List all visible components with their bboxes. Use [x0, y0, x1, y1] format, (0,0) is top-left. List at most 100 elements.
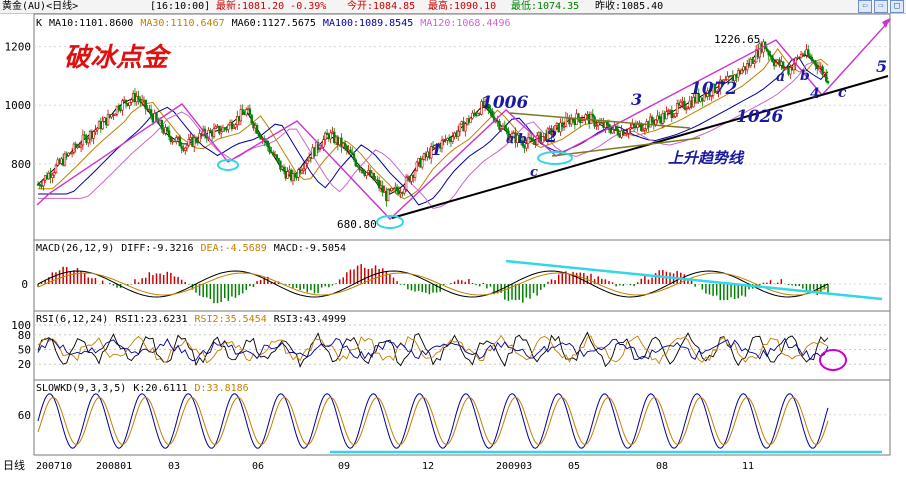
- candle-body: [219, 131, 223, 134]
- kd-item: K:20.6111: [133, 383, 188, 394]
- candle-body: [324, 132, 327, 140]
- candle-body: [81, 134, 85, 146]
- x-tick-label: 11: [742, 461, 754, 472]
- x-tick-label: 200801: [96, 461, 132, 472]
- x-tick-label: 200903: [496, 461, 532, 472]
- wave-label: 4: [810, 86, 820, 102]
- candle-body: [604, 121, 607, 128]
- candle-body: [433, 144, 436, 148]
- price-tick-label: 1200: [5, 41, 32, 54]
- kd-item: D:33.8186: [194, 383, 249, 394]
- candle-body: [525, 143, 528, 149]
- rsi-item: RSI(6,12,24): [36, 314, 109, 325]
- x-tick-label: 05: [568, 461, 580, 472]
- x-tick-label: 08: [656, 461, 668, 472]
- wave-projection-line: [821, 19, 891, 96]
- wave-label: c: [838, 85, 847, 101]
- candle-body: [616, 129, 620, 136]
- candle-body: [72, 143, 76, 153]
- main-item: MA100:1089.8545: [322, 18, 414, 29]
- candle-body: [810, 56, 814, 61]
- candle-body: [114, 113, 117, 116]
- candle-body: [679, 101, 682, 106]
- candle-body: [54, 164, 58, 173]
- candle-body: [230, 122, 234, 129]
- macd-item: MACD:-9.5054: [273, 243, 347, 254]
- candle-body: [674, 113, 677, 117]
- wave-label: b: [518, 132, 527, 147]
- candle-body: [489, 108, 492, 112]
- candle-body: [307, 156, 311, 162]
- candle-body: [404, 177, 408, 190]
- candle-body: [541, 136, 544, 143]
- candle-body: [589, 113, 593, 124]
- candle-body: [329, 132, 332, 140]
- candle-body: [167, 130, 171, 137]
- candle-body: [564, 117, 568, 127]
- candle-body: [241, 109, 244, 114]
- forward-icon[interactable]: ⇨: [874, 0, 888, 13]
- back-icon[interactable]: ⇦: [858, 0, 872, 13]
- candle-body: [605, 121, 609, 125]
- candle-body: [115, 105, 119, 115]
- candle-body: [381, 185, 384, 193]
- candle-body: [464, 123, 467, 132]
- candle-body: [821, 66, 824, 75]
- candle-body: [485, 101, 489, 105]
- candle-body: [521, 141, 524, 147]
- candle-body: [340, 137, 343, 148]
- candle-body: [94, 129, 97, 133]
- candle-body: [640, 122, 643, 132]
- candle-body: [447, 138, 451, 141]
- wave-label: 5: [876, 57, 887, 76]
- maximize-icon[interactable]: □: [890, 0, 904, 13]
- candle-body: [491, 110, 494, 118]
- candle-body: [101, 121, 104, 130]
- candle-body: [807, 49, 810, 57]
- candle-body: [451, 136, 454, 142]
- candle-body: [266, 141, 270, 147]
- candle-body: [535, 135, 539, 145]
- candle-body: [781, 61, 785, 69]
- candle-body: [137, 96, 140, 100]
- main-item: MA120:1068.4496: [420, 18, 511, 29]
- candle-body: [505, 128, 508, 132]
- candle-body: [255, 125, 259, 134]
- macd-legend: MACD(26,12,9) DIFF:-9.3216 DEA:-4.5689 MACD…: [36, 243, 353, 254]
- candle-body: [92, 131, 95, 139]
- candle-body: [277, 157, 280, 162]
- main-item: MA60:1127.5675: [231, 18, 316, 29]
- candle-body: [480, 101, 483, 115]
- candle-body: [351, 152, 354, 155]
- candle-body: [595, 125, 598, 127]
- candle-body: [234, 124, 237, 128]
- candle-body: [352, 153, 356, 161]
- candle-body: [386, 189, 390, 202]
- candle-body: [530, 137, 533, 142]
- candle-body: [275, 154, 278, 159]
- candle-body: [471, 112, 474, 119]
- candle-body: [245, 109, 248, 116]
- candle-body: [722, 79, 726, 83]
- x-axis-label: 日线: [3, 458, 25, 472]
- macd-tick-label: 0: [21, 278, 28, 291]
- candle-body: [614, 125, 618, 130]
- candle-body: [175, 137, 178, 142]
- candle-body: [304, 163, 307, 170]
- candle-body: [683, 100, 686, 110]
- candle-body: [345, 145, 349, 151]
- prev-close: 昨收:1085.40: [595, 1, 664, 12]
- main-item: K: [36, 18, 43, 29]
- price-tick-label: 1000: [5, 99, 32, 112]
- candle-body: [180, 145, 183, 149]
- x-tick-label: 09: [338, 461, 350, 472]
- wave-zigzag-line: [36, 39, 823, 220]
- candle-body: [121, 100, 124, 111]
- rsi-highlight-circle: [819, 349, 847, 371]
- candle-body: [38, 184, 41, 186]
- candle-body: [343, 142, 347, 147]
- candle-body: [257, 133, 261, 137]
- candle-body: [702, 93, 706, 102]
- latest-price: 最新:1081.20 -0.39%: [216, 1, 327, 12]
